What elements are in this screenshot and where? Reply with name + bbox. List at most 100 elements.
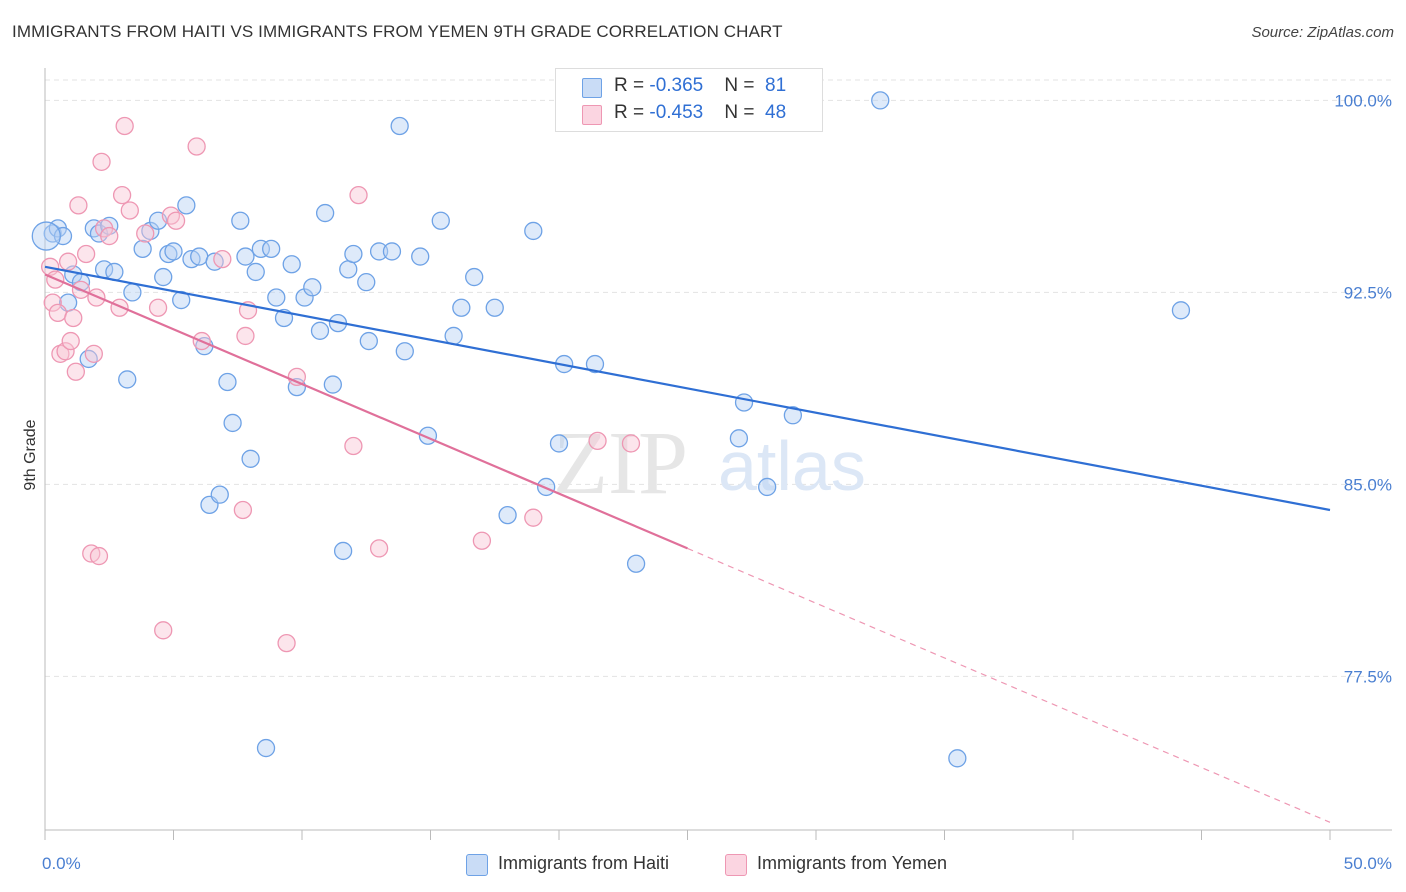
yemen-point	[48, 303, 67, 323]
haiti-point	[210, 485, 229, 504]
haiti-point-cluster	[31, 221, 61, 251]
haiti-point	[84, 219, 103, 238]
haiti-trend-line	[44, 265, 1331, 512]
haiti-point	[395, 342, 414, 361]
yemen-point	[344, 436, 363, 456]
haiti-point	[485, 298, 504, 317]
y-tick-label: 92.5%	[1344, 283, 1392, 302]
haiti-point	[133, 239, 152, 259]
yemen-point	[115, 116, 134, 136]
yemen-point	[100, 226, 119, 246]
yemen-point	[69, 196, 88, 215]
r-label: R =	[614, 75, 650, 96]
haiti-point	[344, 244, 363, 264]
yemen-point	[76, 244, 96, 264]
haiti-swatch	[466, 854, 488, 876]
trend-lines	[44, 265, 1331, 823]
haiti-point	[323, 375, 342, 394]
source-credit: Source: ZipAtlas.com	[1251, 24, 1394, 41]
yemen-point	[154, 621, 173, 640]
haiti-point	[729, 429, 749, 448]
yemen-point	[187, 137, 206, 156]
y-tick-label: 77.5%	[1344, 667, 1392, 686]
haiti-point	[303, 278, 322, 297]
yemen-point	[89, 546, 109, 566]
haiti-point	[123, 283, 142, 302]
haiti-point	[452, 298, 471, 317]
yemen-point	[58, 252, 78, 271]
haiti-point	[164, 242, 183, 261]
haiti-point	[190, 247, 209, 266]
watermark-atlas: atlas	[718, 427, 866, 505]
yemen-point	[92, 152, 111, 171]
haiti-point	[333, 541, 353, 561]
yemen-point	[120, 201, 139, 220]
yemen-point	[61, 331, 80, 351]
yemen-point	[472, 531, 492, 550]
legend-label-yemen: Immigrants from Yemen	[757, 853, 948, 873]
haiti-point	[154, 267, 173, 287]
yemen-point	[84, 344, 103, 363]
legend-label-haiti: Immigrants from Haiti	[498, 853, 670, 873]
yemen-point	[349, 185, 368, 205]
haiti-point	[444, 326, 463, 346]
haiti-point	[783, 406, 803, 425]
haiti-point	[256, 738, 276, 758]
yemen-point	[64, 308, 83, 328]
haiti-point	[262, 239, 281, 259]
haiti-point	[282, 255, 301, 274]
haiti-point	[585, 354, 605, 374]
gridlines	[45, 79, 1392, 677]
haiti-point	[118, 370, 137, 389]
yemen-swatch	[725, 854, 747, 876]
haiti-point	[498, 505, 517, 525]
haiti-point	[359, 331, 378, 351]
y-tick-labels: 77.5% 85.0% 92.5% 100.0%	[1334, 91, 1392, 686]
yemen-point	[136, 224, 155, 243]
n-value: 81	[765, 75, 787, 96]
haiti-swatch	[582, 78, 602, 98]
yemen-point	[66, 362, 85, 381]
haiti-point	[465, 267, 484, 287]
yemen-point	[369, 539, 389, 558]
yemen-point	[166, 211, 186, 230]
y-tick-label: 85.0%	[1344, 475, 1392, 494]
haiti-point	[1171, 301, 1191, 320]
r-label: R =	[614, 102, 650, 123]
r-value: -0.453	[649, 102, 704, 123]
haiti-point	[267, 288, 286, 307]
chart-title: IMMIGRANTS FROM HAITI VS IMMIGRANTS FROM…	[12, 22, 783, 41]
n-label: N =	[724, 102, 760, 123]
haiti-point	[315, 203, 335, 223]
yemen-point	[56, 342, 75, 361]
yemen-trend-line	[44, 273, 688, 550]
haiti-point	[310, 321, 330, 340]
haiti-point	[246, 262, 265, 282]
yemen-point	[161, 206, 181, 225]
series-yemen-points	[40, 116, 641, 653]
yemen-point	[112, 185, 132, 205]
haiti-point	[390, 116, 409, 136]
haiti-point	[411, 247, 430, 266]
x-tick-labels: 0.0% 50.0%	[42, 854, 1392, 873]
yemen-point	[233, 500, 253, 520]
r-value: -0.365	[649, 75, 704, 96]
haiti-point	[382, 242, 402, 261]
n-label: N =	[724, 75, 760, 96]
haiti-point	[431, 211, 450, 230]
axes	[44, 68, 1392, 840]
yemen-trend-extension	[687, 547, 1331, 823]
series-haiti-points	[31, 91, 1191, 768]
haiti-point	[948, 749, 967, 768]
haiti-point	[79, 349, 98, 369]
haiti-point	[231, 211, 250, 230]
x-tick-label-max: 50.0%	[1344, 854, 1392, 873]
yemen-point	[524, 508, 543, 527]
yemen-point	[213, 249, 232, 269]
yemen-point	[148, 298, 168, 317]
haiti-point	[218, 372, 237, 392]
series-legend: Immigrants from Haiti Immigrants from Ye…	[0, 852, 1406, 878]
haiti-point	[871, 91, 890, 110]
haiti-point	[241, 449, 260, 468]
